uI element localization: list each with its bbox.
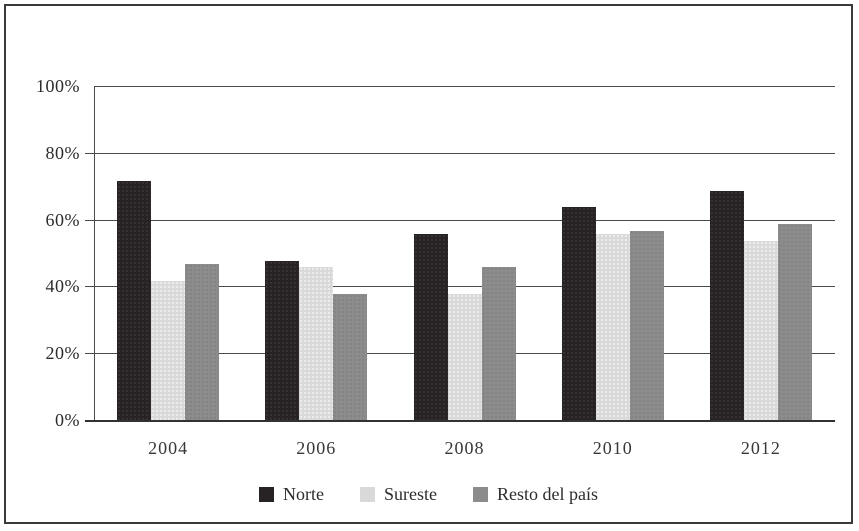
legend-label: Norte: [283, 484, 324, 504]
y-tick-label-0: 0%: [55, 410, 80, 430]
bar-resto-del-país-2004: [185, 264, 220, 421]
bar-norte-2008: [413, 233, 448, 421]
gridline-0: [85, 420, 835, 422]
x-tick-label-2006: 2006: [296, 438, 337, 458]
legend-item-resto-del-país: Resto del país: [472, 484, 598, 505]
y-axis-line: [94, 87, 95, 421]
legend: Norte Sureste Resto del país: [6, 484, 851, 505]
bar-resto-del-país-2010: [629, 230, 664, 421]
legend-swatch-icon: [359, 487, 375, 502]
gridline-100: [94, 86, 835, 87]
bar-sureste-2010: [595, 233, 630, 421]
bar-group-2006: [242, 87, 390, 421]
x-tick-label-2012: 2012: [740, 438, 781, 458]
legend-label: Resto del país: [496, 484, 598, 504]
bar-group-2008: [390, 87, 538, 421]
bar-sureste-2012: [743, 240, 778, 421]
x-tick-label-2004: 2004: [148, 438, 189, 458]
bar-sureste-2006: [299, 267, 334, 421]
bar-resto-del-país-2008: [481, 267, 516, 421]
x-axis-labels: 2004 2006 2008 2010 2012: [94, 438, 835, 459]
y-tick-label-40: 40%: [45, 276, 80, 297]
bar-groups: [94, 87, 835, 421]
bar-norte-2012: [709, 190, 744, 421]
y-tick-label-80: 80%: [45, 142, 80, 163]
bar-sureste-2004: [151, 280, 186, 421]
legend-label: Sureste: [383, 484, 437, 504]
bar-norte-2010: [561, 207, 596, 421]
figure-frame: 2004 2006 2008 2010 2012 100% 80% 60% 40% 20% 0% …: [4, 4, 853, 524]
legend-swatch-icon: [472, 487, 488, 502]
bar-group-2010: [539, 87, 687, 421]
bar-resto-del-país-2012: [777, 223, 812, 421]
plot-area: 2004 2006 2008 2010 2012 100% 80% 60% 40% 20% 0%: [36, 77, 835, 458]
gridline-40: [85, 286, 835, 288]
gridline-60: [85, 219, 835, 221]
y-tick-label-20: 20%: [45, 343, 80, 364]
bar-sureste-2008: [447, 294, 482, 421]
bar-group-2004: [94, 87, 242, 421]
legend-item-norte: Norte: [259, 484, 324, 505]
gridline-80: [85, 152, 835, 154]
x-tick-label-2010: 2010: [592, 438, 633, 458]
bar-norte-2004: [117, 180, 152, 421]
y-tick-label-60: 60%: [45, 209, 80, 230]
bar-group-2012: [687, 87, 835, 421]
legend-item-sureste: Sureste: [359, 484, 437, 505]
bar-resto-del-país-2006: [333, 294, 368, 421]
y-tick-label-100: 100%: [36, 76, 80, 96]
legend-swatch-icon: [259, 487, 274, 502]
x-tick-label-2008: 2008: [444, 438, 485, 458]
bar-norte-2006: [265, 260, 300, 421]
